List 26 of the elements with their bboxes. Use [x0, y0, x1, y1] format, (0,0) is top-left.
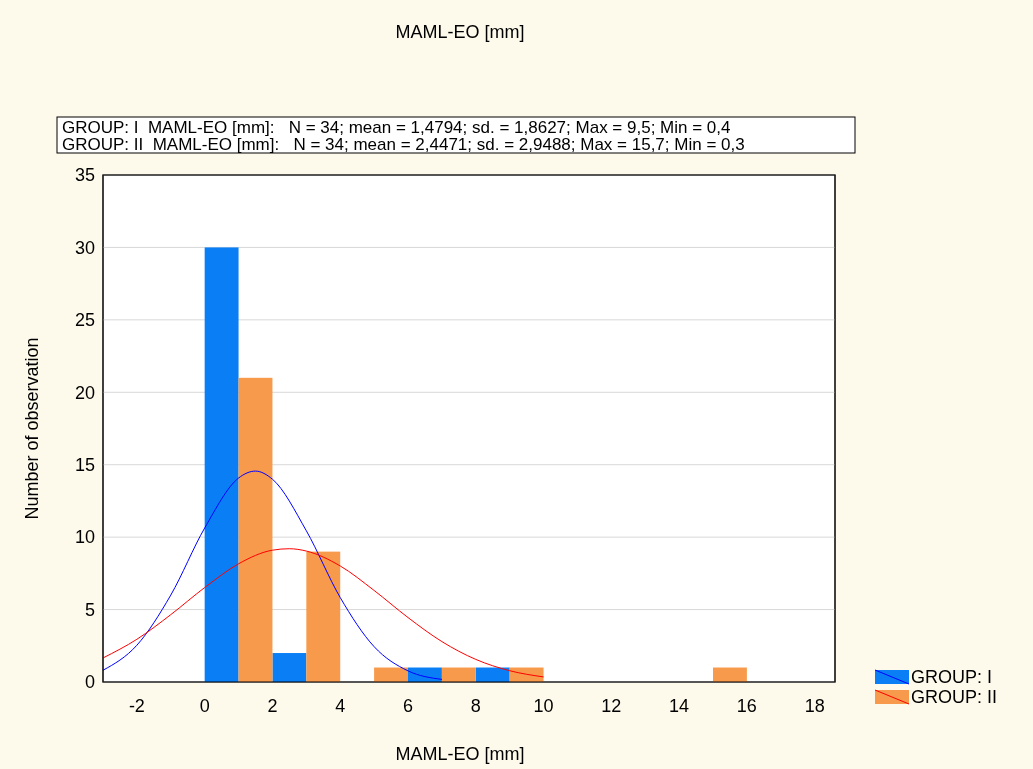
legend-label: GROUP: II — [911, 687, 998, 707]
x-tick-label: 14 — [669, 696, 690, 716]
x-tick-label: 4 — [335, 696, 346, 716]
chart-title: MAML-EO [mm] — [395, 22, 525, 42]
x-tick-label: 16 — [736, 696, 757, 716]
y-tick-label: 10 — [74, 527, 95, 548]
y-tick-label: 15 — [74, 455, 95, 476]
x-tick-label: -2 — [128, 696, 145, 716]
y-tick-label: 20 — [74, 382, 95, 403]
x-tick-label: 10 — [533, 696, 554, 716]
x-tick-label: 6 — [402, 696, 414, 716]
x-tick-label: 12 — [601, 696, 622, 716]
x-tick-label: 2 — [267, 696, 278, 716]
x-tick-label: 0 — [199, 696, 210, 716]
y-axis-title: Number of observation — [22, 337, 42, 520]
text: GROUP: II MAML-EO [mm]: N = 34; mean = 2,4471; sd. = 2,9488; Max = 15,7; Min = 0,3 — [62, 135, 745, 154]
y-tick-label: 25 — [74, 310, 95, 331]
legend-label: GROUP: I — [911, 667, 993, 687]
x-tick-label: 18 — [804, 696, 825, 716]
x-tick-label: 8 — [470, 696, 481, 716]
y-tick-label: 0 — [84, 672, 95, 693]
text: GROUP: I MAML-EO [mm]: N = 34; mean = 1,4794; sd. = 1,8627; Max = 9,5; Min = 0,4 — [62, 118, 731, 137]
y-tick-label: 30 — [74, 237, 95, 258]
y-tick-label: 5 — [84, 599, 95, 620]
y-tick-label: 35 — [74, 165, 95, 186]
x-axis-title: MAML-EO [mm] — [395, 744, 525, 764]
